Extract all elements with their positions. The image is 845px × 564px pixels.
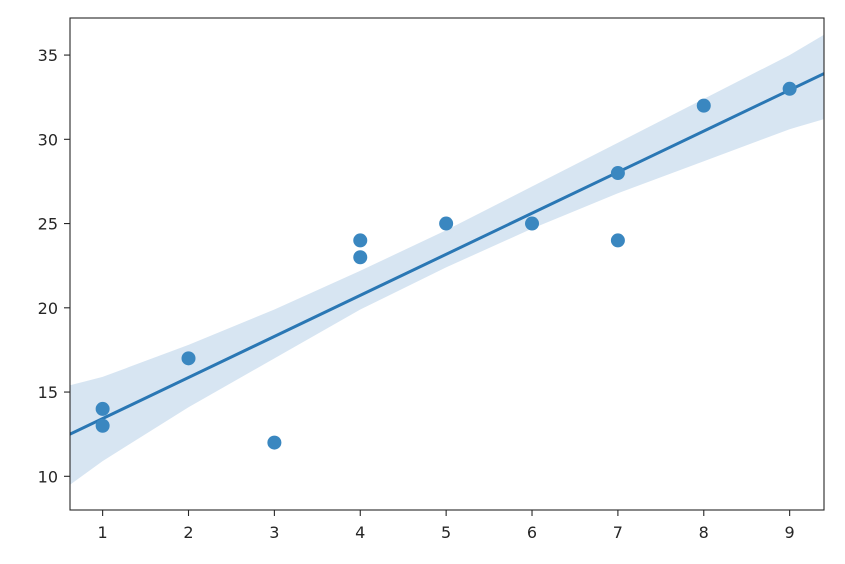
- x-tick-label: 5: [441, 523, 451, 542]
- y-tick-label: 20: [38, 299, 58, 318]
- x-tick-label: 7: [613, 523, 623, 542]
- x-tick-label: 1: [98, 523, 108, 542]
- x-tick-label: 8: [699, 523, 709, 542]
- x-tick-label: 2: [183, 523, 193, 542]
- y-tick-label: 30: [38, 130, 58, 149]
- y-axis: 10 15 20 25 30 35: [38, 46, 70, 486]
- confidence-band: [70, 34, 824, 485]
- y-tick-label: 15: [38, 383, 58, 402]
- data-point: [525, 216, 540, 231]
- plot-area: [70, 34, 824, 485]
- data-point: [95, 401, 110, 416]
- x-tick-label: 9: [785, 523, 795, 542]
- data-point: [782, 81, 797, 96]
- x-tick-label: 6: [527, 523, 537, 542]
- data-point: [353, 233, 368, 248]
- y-tick-label: 10: [38, 467, 58, 486]
- x-tick-label: 3: [269, 523, 279, 542]
- y-tick-label: 35: [38, 46, 58, 65]
- data-point: [353, 250, 368, 265]
- y-tick-label: 25: [38, 215, 58, 234]
- data-point: [610, 166, 625, 181]
- data-point: [439, 216, 454, 231]
- data-point: [95, 418, 110, 433]
- plot-frame: [69, 17, 825, 511]
- data-point: [181, 351, 196, 366]
- data-point: [610, 233, 625, 248]
- x-axis: 1 2 3 4 5 6 7 8 9: [98, 510, 795, 542]
- data-point: [267, 435, 282, 450]
- data-point: [696, 98, 711, 113]
- x-tick-label: 4: [355, 523, 365, 542]
- regression-line: [70, 72, 824, 436]
